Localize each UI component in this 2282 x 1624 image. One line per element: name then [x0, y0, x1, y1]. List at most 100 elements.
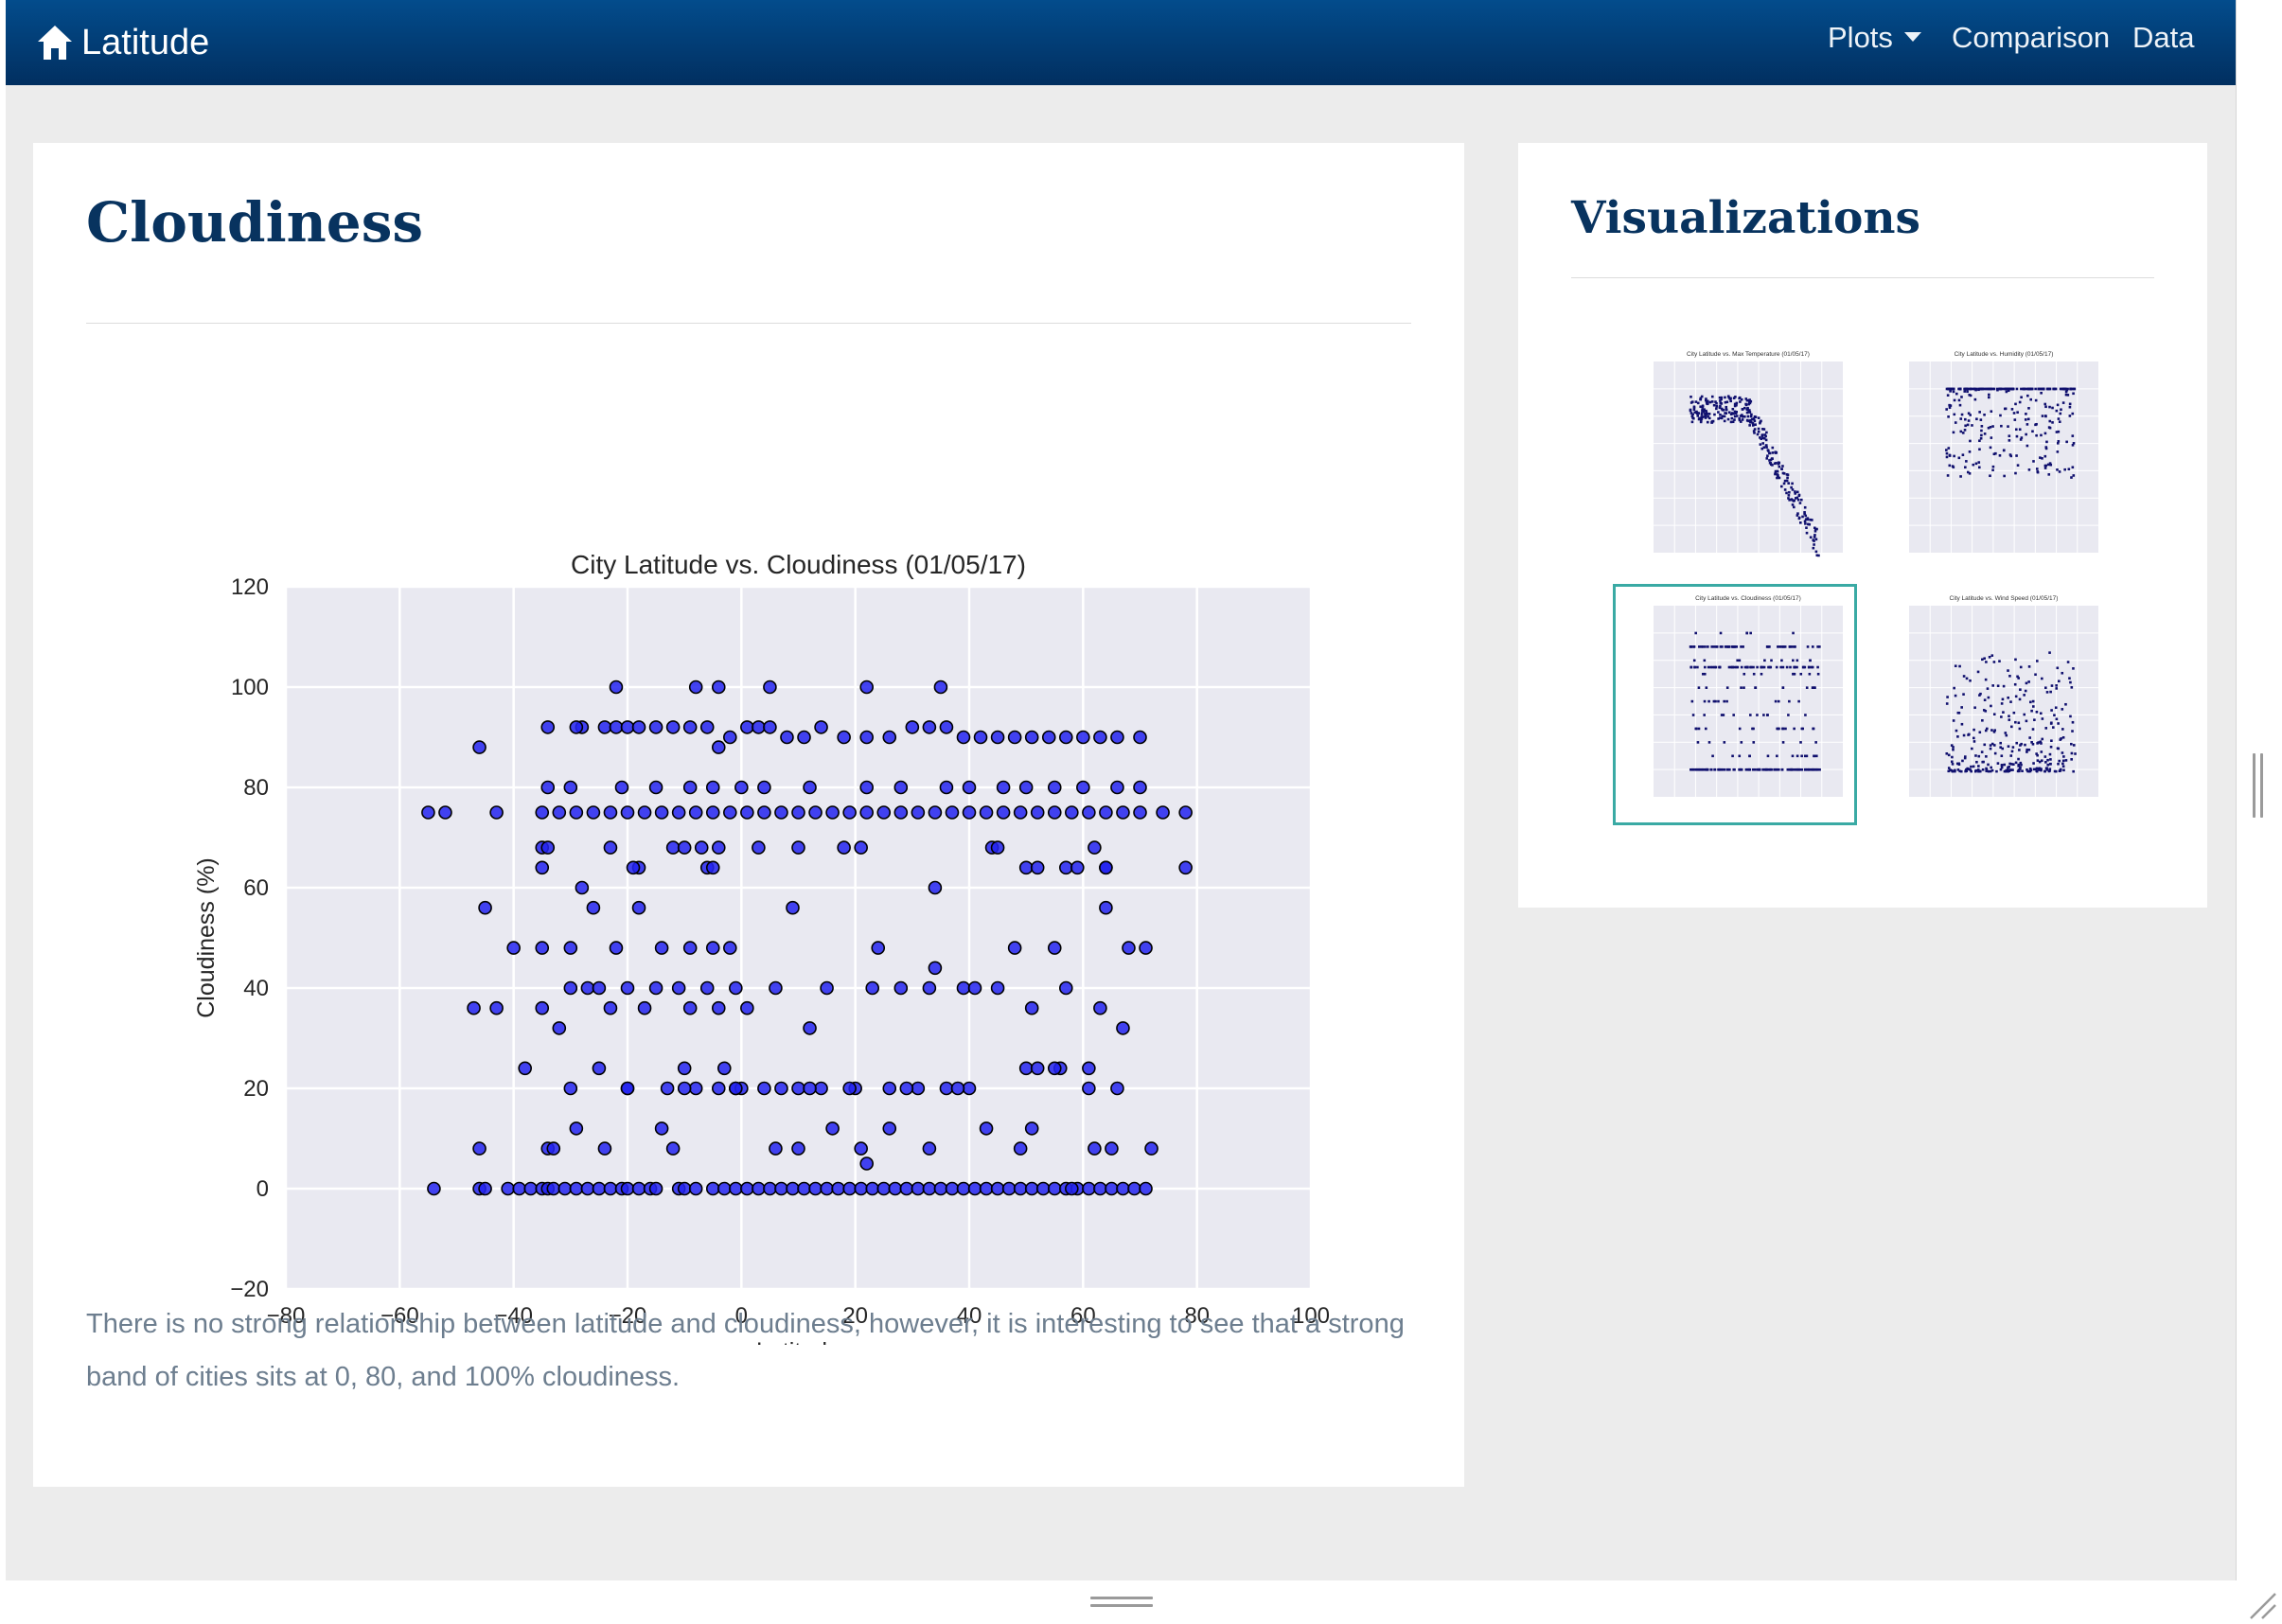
data-point [682, 941, 698, 955]
data-point [1133, 730, 1147, 745]
data-point [757, 805, 771, 820]
data-point [922, 720, 937, 734]
data-point [472, 740, 486, 754]
data-point [620, 805, 635, 820]
data-point [803, 1021, 817, 1035]
data-point [1007, 730, 1022, 745]
data-point [962, 805, 977, 820]
data-point [603, 1181, 618, 1196]
data-point [1018, 1061, 1034, 1076]
resize-grip-icon[interactable] [2245, 1588, 2277, 1620]
comparison-link[interactable]: Comparison [1952, 21, 2111, 54]
data-point [859, 680, 875, 695]
data-link[interactable]: Data [2132, 21, 2195, 54]
page-title: Cloudiness [86, 190, 424, 255]
x-tick-label: −40 [494, 1303, 533, 1329]
data-point [660, 1081, 675, 1096]
thumbnail-cloudiness[interactable]: City Latitude vs. Cloudiness (01/05/17) [1613, 584, 1857, 825]
data-point [563, 980, 578, 996]
y-tick-label: 20 [243, 1076, 269, 1102]
data-point [1041, 730, 1056, 745]
data-point [825, 1121, 840, 1136]
data-point [688, 1181, 703, 1196]
data-point [905, 720, 920, 734]
x-tick-label: −20 [609, 1303, 647, 1329]
data-point [1105, 1141, 1119, 1156]
thumbnail-humidity[interactable]: City Latitude vs. Humidity (01/05/17) [1868, 340, 2113, 581]
data-point [752, 720, 766, 734]
data-point [939, 720, 954, 734]
data-point [893, 805, 909, 820]
thumbnail-plot-area [1654, 606, 1843, 797]
data-point [729, 980, 743, 996]
data-point [563, 941, 578, 955]
data-point [888, 1181, 903, 1196]
data-point [648, 780, 663, 795]
data-point [535, 860, 550, 875]
y-tick-label: 120 [231, 574, 269, 600]
data-point [854, 840, 868, 855]
data-point [1099, 900, 1113, 915]
data-point [865, 1181, 880, 1196]
bottom-resize-handle[interactable] [1090, 1597, 1153, 1610]
data-point [722, 941, 737, 955]
data-point [769, 980, 783, 996]
data-point [763, 720, 777, 734]
thumbnail-title: City Latitude vs. Humidity (01/05/17) [1955, 351, 2054, 358]
thumbnail-max-temperature[interactable]: City Latitude vs. Max Temperature (01/05… [1613, 340, 1857, 581]
data-point [677, 1081, 692, 1096]
data-point [1030, 860, 1045, 875]
browser-viewport: Latitude Plots Comparison Data Cloudines… [6, 0, 2237, 1580]
data-point [557, 1181, 573, 1196]
data-point [797, 1181, 811, 1196]
data-point [911, 1081, 926, 1096]
data-point [820, 1181, 834, 1196]
data-point [603, 805, 618, 820]
data-point [774, 1181, 788, 1196]
data-point [814, 1081, 828, 1096]
plots-dropdown[interactable]: Plots [1828, 17, 1921, 59]
data-point [688, 680, 703, 695]
thumbnail-plot-area [1909, 362, 2098, 553]
data-point [882, 1081, 897, 1096]
data-point [990, 730, 1005, 745]
data-point [501, 1181, 515, 1196]
data-point [1139, 1181, 1153, 1196]
thumbnail-title: City Latitude vs. Max Temperature (01/05… [1687, 351, 1810, 358]
data-point [808, 805, 823, 820]
data-point [876, 805, 892, 820]
data-point [603, 1000, 618, 1015]
data-point [1047, 805, 1062, 820]
data-point [922, 1141, 937, 1156]
data-point [614, 780, 629, 795]
data-point [1127, 1181, 1141, 1196]
data-point [722, 730, 737, 745]
data-point [716, 1061, 732, 1076]
side-resize-handle[interactable] [2253, 753, 2266, 818]
data-point [854, 1181, 868, 1196]
data-point [677, 1181, 692, 1196]
data-point [945, 805, 960, 820]
data-point [620, 1081, 635, 1096]
data-point [665, 1141, 681, 1156]
data-point [563, 780, 578, 795]
data-point [682, 720, 698, 734]
brand-link[interactable]: Latitude [34, 9, 209, 76]
data-point [1110, 730, 1124, 745]
data-point [967, 1181, 982, 1196]
data-point [1047, 941, 1062, 955]
main-content-panel: Cloudiness −80 −60 −40 −20 0 20 40 60 80 100 −20 0 2… [33, 143, 1464, 1487]
data-point [592, 1181, 607, 1196]
home-icon [38, 26, 72, 60]
data-point [552, 1021, 567, 1035]
data-point [552, 805, 567, 820]
data-point [569, 1181, 584, 1196]
data-point [865, 980, 880, 996]
data-point [933, 680, 948, 695]
data-point [899, 1081, 914, 1096]
data-point [711, 740, 726, 754]
data-point [803, 1081, 817, 1096]
data-point [740, 720, 754, 734]
thumbnail-wind-speed[interactable]: City Latitude vs. Wind Speed (01/05/17) [1868, 584, 2113, 825]
data-point [478, 1181, 492, 1196]
